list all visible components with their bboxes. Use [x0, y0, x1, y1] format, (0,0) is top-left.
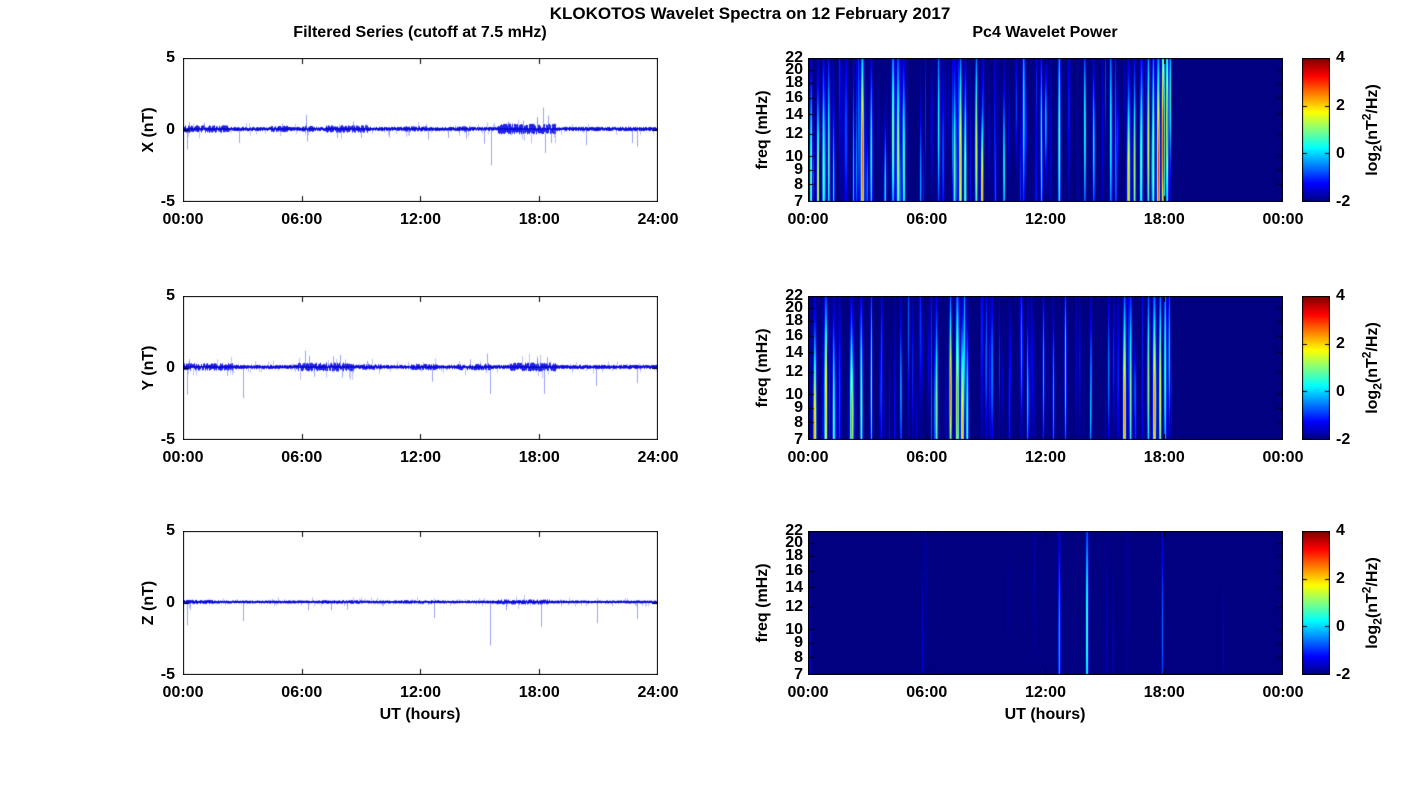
x-tick-label: 06:00: [281, 449, 323, 466]
z-timeseries-canvas: [183, 531, 658, 675]
colorbar-label-middle: log2(nT2/Hz): [1359, 322, 1385, 414]
freq-tick-label: 22: [785, 49, 803, 66]
y-tick-label: -5: [160, 666, 175, 683]
left-column-title: Filtered Series (cutoff at 7.5 mHz): [293, 24, 547, 41]
freq-tick-label: 20: [785, 61, 803, 78]
x-tick-label: 00:00: [1262, 684, 1304, 701]
x-tick-label: 18:00: [518, 684, 560, 701]
freq-tick-label: 7: [794, 431, 803, 448]
x-axis-label-right: UT (hours): [1004, 706, 1086, 723]
colorbar-tick-label: 0: [1336, 618, 1345, 635]
freq-tick-label: 14: [785, 579, 803, 596]
y-tick-label: -5: [160, 431, 175, 448]
x-tick-label: 06:00: [906, 449, 948, 466]
y-spectrogram-canvas: [808, 296, 1283, 440]
freq-tick-label: 8: [794, 414, 803, 431]
freq-tick-label: 16: [785, 562, 803, 579]
colorbar-tick-label: 2: [1336, 570, 1345, 587]
x-tick-label: 24:00: [637, 684, 679, 701]
colorbar-tick-label: 0: [1336, 145, 1345, 162]
x-tick-label: 18:00: [1143, 684, 1185, 701]
colorbar-tick-label: -2: [1336, 666, 1351, 683]
freq-tick-label: 18: [785, 312, 803, 329]
x-tick-label: 12:00: [400, 684, 441, 701]
colorbar-tick-label: -2: [1336, 431, 1351, 448]
freq-tick-label: 22: [785, 522, 803, 539]
x-tick-label: 00:00: [787, 449, 829, 466]
freq-tick-label: 10: [785, 386, 803, 403]
freq-tick-label: 9: [794, 399, 803, 416]
freq-tick-label: 8: [794, 176, 803, 193]
y-tick-label: 5: [166, 49, 175, 66]
freq-tick-label: 14: [785, 344, 803, 361]
colorbar-canvas-middle: [1302, 296, 1330, 440]
freq-tick-label: 9: [794, 634, 803, 651]
x-tick-label: 00:00: [1262, 449, 1304, 466]
freq-tick-label: 18: [785, 547, 803, 564]
x-tick-label: 06:00: [281, 211, 323, 228]
freq-tick-label: 7: [794, 666, 803, 683]
colorbar-tick-label: 4: [1336, 49, 1345, 66]
freq-tick-label: 12: [785, 598, 803, 615]
y-tick-label: 5: [166, 287, 175, 304]
x-tick-label: 12:00: [1025, 211, 1066, 228]
figure-title: KLOKOTOS Wavelet Spectra on 12 February …: [549, 4, 951, 23]
x-axis-label-left: UT (hours): [379, 706, 461, 723]
x-tick-label: 12:00: [1025, 684, 1066, 701]
y-tick-label: 0: [166, 594, 175, 611]
freq-tick-label: 16: [785, 327, 803, 344]
freq-tick-label: 12: [785, 363, 803, 380]
freq-tick-label: 20: [785, 299, 803, 316]
colorbar-tick-label: 4: [1336, 287, 1345, 304]
y-tick-label: -5: [160, 193, 175, 210]
y-timeseries-canvas: [183, 296, 658, 440]
x-tick-label: 06:00: [281, 684, 323, 701]
freq-tick-label: 9: [794, 161, 803, 178]
x-tick-label: 12:00: [400, 449, 441, 466]
freq-tick-label: 20: [785, 534, 803, 551]
x-tick-label: 00:00: [787, 211, 829, 228]
y-tick-label: 0: [166, 121, 175, 138]
freq-tick-label: 12: [785, 125, 803, 142]
x-tick-label: 00:00: [162, 684, 204, 701]
freq-tick-label: 22: [785, 287, 803, 304]
freq-tick-label: 8: [794, 649, 803, 666]
x-tick-label: 06:00: [906, 684, 948, 701]
x-tick-label: 24:00: [637, 449, 679, 466]
freq-tick-label: 16: [785, 89, 803, 106]
x-tick-label: 12:00: [1025, 449, 1066, 466]
x-spectrogram-canvas: [808, 58, 1283, 202]
x-tick-label: 12:00: [400, 211, 441, 228]
z-spectrogram-canvas: [808, 531, 1283, 675]
x-tick-label: 06:00: [906, 211, 948, 228]
freq-tick-label: 14: [785, 106, 803, 123]
x-tick-label: 00:00: [787, 684, 829, 701]
y-tick-label: 5: [166, 522, 175, 539]
colorbar-tick-label: 4: [1336, 522, 1345, 539]
colorbar-tick-label: 2: [1336, 335, 1345, 352]
y-tick-label: 0: [166, 359, 175, 376]
right-column-title: Pc4 Wavelet Power: [972, 24, 1118, 41]
colorbar-canvas-bottom: [1302, 531, 1330, 675]
freq-tick-label: 7: [794, 193, 803, 210]
colorbar-tick-label: -2: [1336, 193, 1351, 210]
x-timeseries-canvas: [183, 58, 658, 202]
x-tick-label: 18:00: [1143, 449, 1185, 466]
freq-tick-label: 10: [785, 621, 803, 638]
x-tick-label: 00:00: [162, 211, 204, 228]
colorbar-tick-label: 0: [1336, 383, 1345, 400]
colorbar-label-top: log2(nT2/Hz): [1359, 84, 1385, 176]
x-tick-label: 18:00: [1143, 211, 1185, 228]
colorbar-label-bottom: log2(nT2/Hz): [1359, 557, 1385, 649]
x-tick-label: 18:00: [518, 211, 560, 228]
colorbar-canvas-top: [1302, 58, 1330, 202]
x-tick-label: 00:00: [1262, 211, 1304, 228]
colorbar-tick-label: 2: [1336, 97, 1345, 114]
freq-tick-label: 18: [785, 74, 803, 91]
x-tick-label: 24:00: [637, 211, 679, 228]
freq-tick-label: 10: [785, 148, 803, 165]
x-tick-label: 18:00: [518, 449, 560, 466]
x-tick-label: 00:00: [162, 449, 204, 466]
